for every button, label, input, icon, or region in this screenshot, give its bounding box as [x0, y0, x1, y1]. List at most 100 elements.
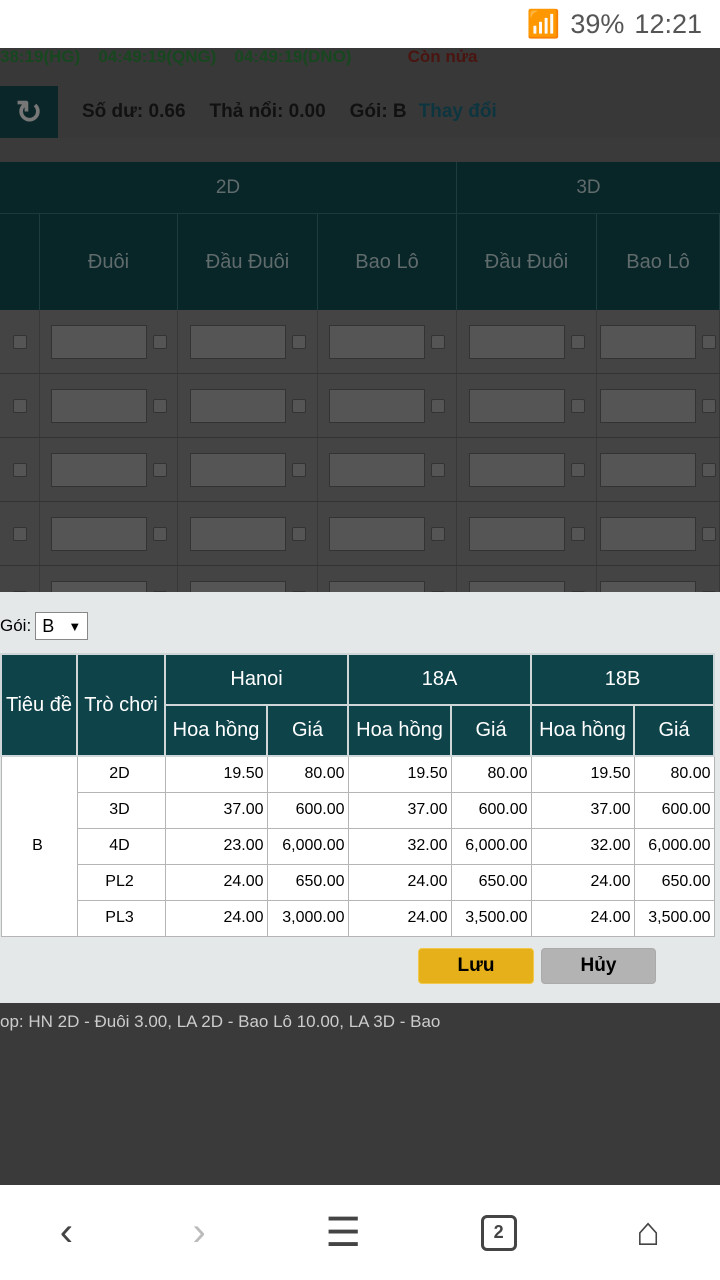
group-header: 3D [576, 176, 601, 198]
value-cell[interactable]: 3,000.00 [266, 899, 349, 937]
table-row: PL2 24.00 650.00 24.00 650.00 24.00 650.00 [1, 863, 715, 901]
bet-input[interactable] [189, 516, 286, 551]
bet-input[interactable] [600, 388, 696, 423]
value-cell[interactable]: 19.50 [347, 755, 452, 793]
value-cell[interactable]: 650.00 [633, 863, 715, 901]
value-cell[interactable]: 24.00 [347, 899, 452, 937]
bet-checkbox[interactable] [570, 462, 585, 477]
value-cell[interactable]: 650.00 [450, 863, 532, 901]
value-cell[interactable]: 19.50 [164, 755, 268, 793]
save-button[interactable]: Lưu [418, 948, 534, 984]
bet-input[interactable] [50, 388, 147, 423]
value-cell[interactable]: 37.00 [530, 791, 635, 829]
bet-checkbox[interactable] [291, 526, 306, 541]
region-header: Hanoi [163, 653, 350, 706]
bet-input[interactable] [329, 324, 425, 359]
commission-table: Tiêu đề Trò chơi Hanoi 18A 18B Hoa hồng … [0, 653, 716, 937]
bet-checkbox[interactable] [152, 526, 167, 541]
value-cell[interactable]: 24.00 [164, 863, 268, 901]
tabs-button[interactable]: 2 [480, 1214, 517, 1251]
value-cell[interactable]: 32.00 [530, 827, 635, 865]
bet-input[interactable] [329, 516, 425, 551]
value-cell[interactable]: 24.00 [164, 899, 268, 937]
value-cell[interactable]: 3,500.00 [450, 899, 532, 937]
value-cell[interactable]: 6,000.00 [450, 827, 532, 865]
bet-input[interactable] [189, 452, 286, 487]
bet-checkbox[interactable] [702, 398, 716, 413]
value-cell[interactable]: 37.00 [347, 791, 452, 829]
bet-checkbox[interactable] [152, 398, 167, 413]
change-package-link[interactable]: Thay đổi [418, 101, 497, 122]
value-cell[interactable]: 24.00 [530, 899, 635, 937]
bet-cell [0, 502, 40, 565]
bet-checkbox[interactable] [431, 526, 445, 541]
bet-checkbox[interactable] [702, 462, 716, 477]
value-cell[interactable]: 19.50 [530, 755, 635, 793]
value-cell[interactable]: 3,500.00 [633, 899, 715, 937]
table-row: 4D 23.00 6,000.00 32.00 6,000.00 32.00 6,000.0… [1, 827, 715, 865]
bet-cell [457, 374, 597, 437]
value-cell[interactable]: 6,000.00 [266, 827, 349, 865]
bet-checkbox[interactable] [431, 462, 445, 477]
bet-checkbox[interactable] [152, 334, 167, 349]
bet-input[interactable] [468, 516, 565, 551]
bet-checkbox[interactable] [570, 526, 585, 541]
col-price: Giá [450, 704, 533, 757]
bet-input[interactable] [329, 452, 425, 487]
refresh-button[interactable]: ↻ [0, 86, 58, 138]
region-header: 18B [530, 653, 716, 706]
bet-input[interactable] [600, 452, 696, 487]
value-cell[interactable]: 23.00 [164, 827, 268, 865]
back-icon[interactable]: ‹ [59, 1210, 74, 1254]
bet-checkbox[interactable] [702, 526, 716, 541]
bet-input[interactable] [50, 324, 147, 359]
value-cell[interactable]: 24.00 [347, 863, 452, 901]
bet-checkbox[interactable] [291, 334, 306, 349]
bet-checkbox[interactable] [291, 398, 306, 413]
bet-checkbox[interactable] [570, 398, 585, 413]
bet-input[interactable] [468, 452, 565, 487]
value-cell[interactable]: 80.00 [450, 755, 532, 793]
value-cell[interactable]: 37.00 [164, 791, 268, 829]
bet-checkbox[interactable] [12, 334, 27, 349]
bet-checkbox[interactable] [431, 334, 445, 349]
balance-bar: ↻ Số dư: 0.66 Thả nổi: 0.00 Gói: B Thay … [0, 86, 720, 138]
bet-checkbox[interactable] [12, 398, 27, 413]
bet-input[interactable] [189, 388, 286, 423]
bet-input[interactable] [468, 388, 565, 423]
forward-icon[interactable]: › [192, 1210, 206, 1254]
value-cell[interactable]: 32.00 [347, 827, 452, 865]
bet-checkbox[interactable] [152, 462, 167, 477]
value-cell[interactable]: 80.00 [633, 755, 715, 793]
value-cell[interactable]: 600.00 [266, 791, 349, 829]
bet-checkbox[interactable] [12, 526, 27, 541]
bet-input[interactable] [600, 324, 696, 359]
value-cell[interactable]: 600.00 [633, 791, 715, 829]
bet-checkbox[interactable] [431, 398, 445, 413]
bet-checkbox[interactable] [291, 462, 306, 477]
more-link[interactable]: Còn nửa [407, 47, 478, 66]
cancel-button[interactable]: Hủy [541, 948, 656, 984]
menu-icon[interactable]: ☰ [325, 1210, 362, 1255]
battery-percent: 39% [570, 8, 625, 39]
home-icon[interactable]: ⌂ [636, 1210, 661, 1254]
bet-table: 2D 3D Đuôi Đầu Đuôi Bao Lô Đầu Đuôi Bao … [0, 162, 720, 630]
bet-checkbox[interactable] [12, 462, 27, 477]
value-cell[interactable]: 600.00 [450, 791, 532, 829]
clock: 12:21 [634, 8, 702, 39]
bet-input[interactable] [468, 324, 565, 359]
value-cell[interactable]: 24.00 [530, 863, 635, 901]
value-cell[interactable]: 6,000.00 [633, 827, 715, 865]
value-cell[interactable]: 650.00 [266, 863, 349, 901]
bet-cell [597, 374, 720, 437]
bet-input[interactable] [189, 324, 286, 359]
bet-checkbox[interactable] [702, 334, 716, 349]
bet-input[interactable] [50, 516, 147, 551]
bet-input[interactable] [50, 452, 147, 487]
bet-input[interactable] [600, 516, 696, 551]
package-select[interactable]: B ▼ [35, 612, 89, 640]
col-commission: Hoa hồng [530, 704, 636, 757]
bet-input[interactable] [329, 388, 425, 423]
value-cell[interactable]: 80.00 [266, 755, 349, 793]
bet-checkbox[interactable] [570, 334, 585, 349]
